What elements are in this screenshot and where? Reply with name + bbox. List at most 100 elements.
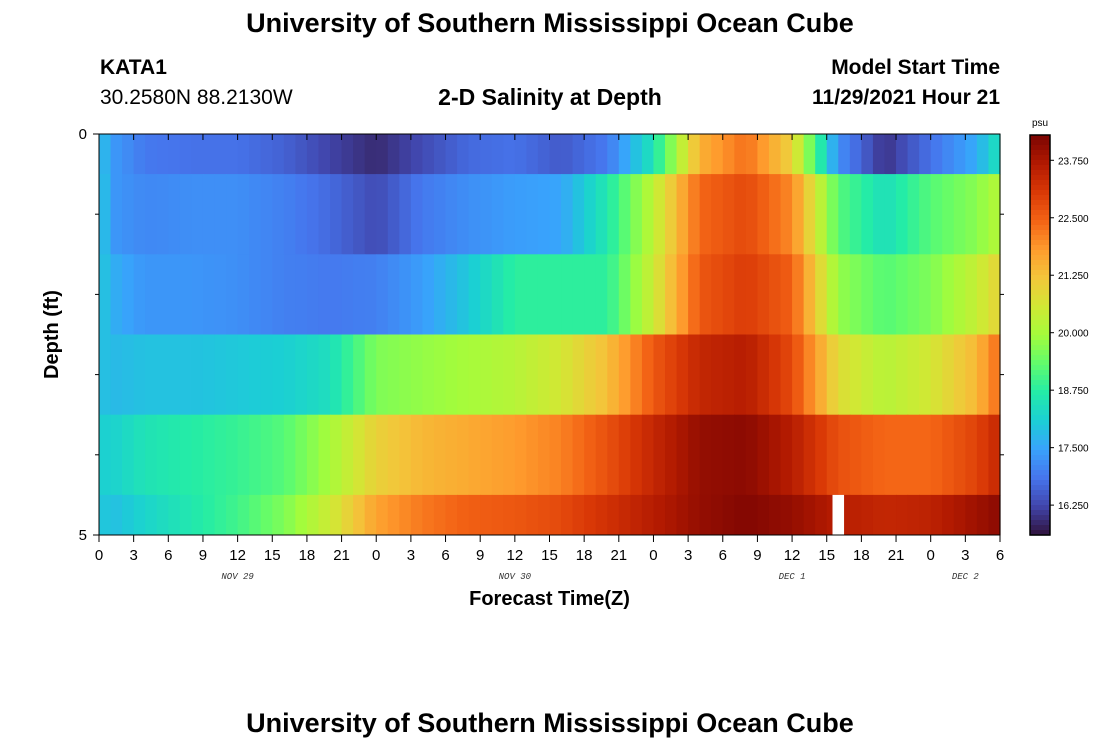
x-tick-label: 21 <box>888 547 905 564</box>
heatmap-cell <box>572 254 585 335</box>
heatmap-cell <box>168 134 181 175</box>
heatmap-cell <box>468 494 481 536</box>
heatmap-cell <box>653 174 666 255</box>
heatmap-cell <box>353 414 366 496</box>
heatmap-cell <box>884 414 897 496</box>
heatmap-cell <box>965 174 978 255</box>
colorbar-segment <box>1030 525 1050 531</box>
heatmap-cell <box>526 174 539 255</box>
heatmap-cell <box>156 174 169 255</box>
colorbar-segment <box>1030 360 1050 366</box>
heatmap-cell <box>387 254 400 335</box>
colorbar-tick-label: 16.250 <box>1058 501 1089 512</box>
heatmap-cell <box>387 414 400 496</box>
heatmap-cell <box>630 334 643 416</box>
heatmap-cell <box>237 254 250 335</box>
heatmap-cell <box>780 334 793 416</box>
heatmap-cell <box>318 494 331 536</box>
heatmap-cell <box>445 414 458 496</box>
heatmap-cell <box>283 174 296 255</box>
colorbar-segment <box>1030 135 1050 141</box>
heatmap-cell <box>676 414 689 496</box>
heatmap-cell <box>930 174 943 255</box>
heatmap-cell <box>734 414 747 496</box>
heatmap-cell <box>214 334 227 416</box>
heatmap-cell <box>526 254 539 335</box>
heatmap-cell <box>110 134 123 175</box>
heatmap-cell <box>815 494 828 536</box>
y-tick-label: 0 <box>79 126 87 143</box>
heatmap-cell <box>272 494 285 536</box>
heatmap-cell <box>422 134 435 175</box>
heatmap-cell <box>872 334 886 416</box>
heatmap-cell <box>330 414 343 496</box>
heatmap-cell <box>433 134 447 175</box>
heatmap-cell <box>191 414 204 496</box>
heatmap-cell <box>688 174 701 255</box>
heatmap-cell <box>99 334 112 416</box>
heatmap-cell <box>491 174 504 255</box>
heatmap-cell <box>364 134 377 175</box>
heatmap-cell <box>318 334 331 416</box>
heatmap-cell <box>953 174 966 255</box>
x-tick-label: 15 <box>541 547 558 564</box>
colorbar-segment <box>1030 415 1050 421</box>
colorbar-segment <box>1030 375 1050 381</box>
colorbar-segment <box>1030 180 1050 186</box>
heatmap-cell <box>849 174 862 255</box>
heatmap-cell <box>561 414 574 496</box>
heatmap-cell <box>503 414 516 496</box>
x-tick-label: 9 <box>753 547 761 564</box>
heatmap-cell <box>457 334 470 416</box>
heatmap-cell <box>734 174 747 255</box>
heatmap-cell <box>745 134 759 175</box>
heatmap-cell <box>422 414 435 496</box>
heatmap-cell <box>549 254 562 335</box>
colorbar-segment <box>1030 455 1050 461</box>
heatmap-cell <box>722 334 735 416</box>
heatmap-cell <box>803 174 816 255</box>
date-label: DEC 2 <box>952 572 980 582</box>
heatmap-cell <box>110 494 123 536</box>
date-label: NOV 30 <box>499 572 532 582</box>
heatmap-cell <box>711 494 724 536</box>
heatmap-cell <box>168 254 181 335</box>
heatmap-cell <box>896 254 909 335</box>
heatmap-cell <box>387 134 400 175</box>
heatmap-cell <box>226 414 239 496</box>
heatmap-cell <box>353 134 366 175</box>
heatmap-cell <box>306 334 320 416</box>
heatmap-cell <box>514 334 527 416</box>
colorbar-segment <box>1030 335 1050 341</box>
heatmap-cell <box>202 334 216 416</box>
heatmap-cell <box>815 254 828 335</box>
heatmap-cell <box>457 494 470 536</box>
colorbar-segment <box>1030 380 1050 386</box>
heatmap-cell <box>260 414 273 496</box>
heatmap-cell <box>295 134 308 175</box>
heatmap-cell <box>226 494 239 536</box>
heatmap-cell <box>491 254 504 335</box>
heatmap-cell <box>618 414 631 496</box>
heatmap-cell <box>260 174 273 255</box>
heatmap-cell <box>641 174 655 255</box>
heatmap-cell <box>133 174 146 255</box>
colorbar-segment <box>1030 170 1050 176</box>
heatmap-cell <box>792 174 805 255</box>
heatmap-cell <box>330 334 343 416</box>
heatmap-cell <box>595 494 608 536</box>
x-tick-label: 12 <box>229 547 246 564</box>
colorbar-segment <box>1030 270 1050 276</box>
heatmap-cell <box>768 334 782 416</box>
heatmap-cell <box>202 494 216 536</box>
heatmap-cell <box>214 134 227 175</box>
heatmap-cell <box>734 494 747 536</box>
heatmap-cell <box>861 134 874 175</box>
heatmap-cell <box>896 414 909 496</box>
heatmap-cell <box>353 174 366 255</box>
heatmap-cell <box>468 334 481 416</box>
heatmap-cell <box>376 334 389 416</box>
heatmap-cell <box>722 254 735 335</box>
colorbar-segment <box>1030 250 1050 256</box>
heatmap-cell <box>330 254 343 335</box>
